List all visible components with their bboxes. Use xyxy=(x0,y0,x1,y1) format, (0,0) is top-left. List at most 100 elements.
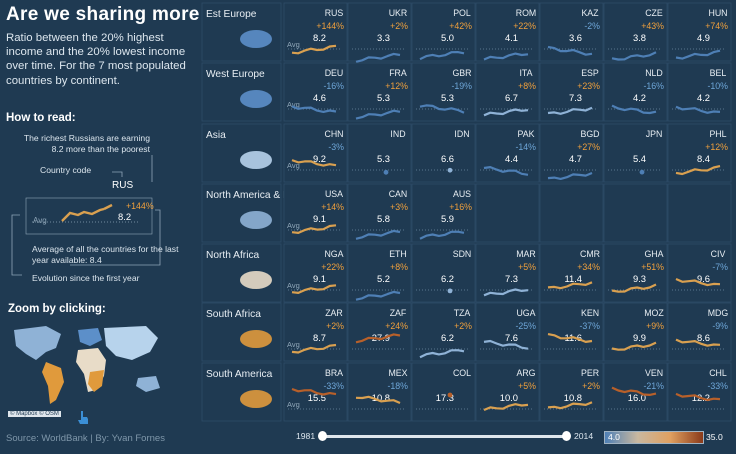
sparkline xyxy=(611,341,657,351)
country-cell[interactable] xyxy=(539,243,604,303)
sparkline xyxy=(291,387,337,396)
average-label: Avg xyxy=(287,281,300,290)
region-panel xyxy=(201,183,282,243)
country-cell[interactable] xyxy=(539,123,604,183)
country-cell[interactable] xyxy=(475,2,540,62)
country-code: NLD xyxy=(645,68,663,78)
country-ratio-value: 6.6 xyxy=(441,153,454,164)
country-cell[interactable] xyxy=(475,362,540,422)
sparkline xyxy=(547,106,593,115)
country-cell[interactable] xyxy=(283,123,348,183)
country-cell[interactable] xyxy=(411,183,476,243)
country-cell[interactable] xyxy=(603,123,668,183)
australia-shape xyxy=(136,376,160,392)
country-change-pct: -7% xyxy=(712,262,728,272)
country-change-pct: +12% xyxy=(705,142,728,152)
country-cell[interactable] xyxy=(347,302,412,362)
slider-end-handle[interactable] xyxy=(562,431,571,441)
country-cell[interactable] xyxy=(539,362,604,422)
country-cell[interactable] xyxy=(603,62,668,122)
legend-example-avg: Avg xyxy=(33,216,47,225)
region-label: South America xyxy=(206,369,273,380)
country-change-pct: +9% xyxy=(646,321,664,331)
region-map-icon[interactable] xyxy=(240,271,272,289)
country-code: VEN xyxy=(645,368,663,378)
country-ratio-value: 4.2 xyxy=(697,92,710,103)
country-ratio-value: 5.0 xyxy=(441,32,454,43)
country-cell[interactable] xyxy=(411,62,476,122)
country-code: ZAR xyxy=(325,308,343,318)
country-change-pct: +23% xyxy=(577,81,600,91)
country-cell[interactable] xyxy=(667,2,732,62)
north-america-shape xyxy=(14,326,61,360)
country-cell[interactable] xyxy=(347,123,412,183)
south-africa-shape xyxy=(88,370,104,392)
sparkline xyxy=(355,109,401,120)
country-code: MAR xyxy=(516,249,536,259)
country-ratio-value: 5.4 xyxy=(633,153,646,164)
sparkline xyxy=(355,290,401,301)
country-cell[interactable] xyxy=(347,243,412,303)
country-cell[interactable] xyxy=(475,123,540,183)
country-ratio-value: 11.4 xyxy=(564,273,582,284)
country-code: UGA xyxy=(516,308,535,318)
country-code: DEU xyxy=(325,68,344,78)
country-cell[interactable] xyxy=(603,302,668,362)
country-cell[interactable] xyxy=(411,302,476,362)
country-code: RUS xyxy=(325,8,344,18)
country-cell[interactable] xyxy=(347,2,412,62)
country-cell[interactable] xyxy=(475,302,540,362)
sparkline xyxy=(291,224,337,234)
country-cell[interactable] xyxy=(539,302,604,362)
sparkline xyxy=(355,229,401,240)
country-cell[interactable] xyxy=(603,243,668,303)
country-code: MEX xyxy=(388,368,407,378)
country-cell[interactable] xyxy=(411,362,476,422)
country-cell[interactable] xyxy=(667,362,732,422)
region-map-icon[interactable] xyxy=(240,330,272,348)
region-map-icon[interactable] xyxy=(240,90,272,108)
region-map-icon[interactable] xyxy=(240,30,272,48)
country-ratio-value: 5.2 xyxy=(377,273,390,284)
sparkline xyxy=(419,230,465,240)
country-cell[interactable] xyxy=(347,62,412,122)
country-cell[interactable] xyxy=(667,243,732,303)
country-cell[interactable] xyxy=(539,62,604,122)
region-panel xyxy=(201,243,282,303)
country-cell[interactable] xyxy=(411,243,476,303)
country-ratio-value: 15.5 xyxy=(308,392,326,403)
country-cell[interactable] xyxy=(283,2,348,62)
map-credit: © Mapbox © OSM xyxy=(8,411,61,417)
region-map-icon[interactable] xyxy=(240,151,272,169)
country-code: GBR xyxy=(452,68,471,78)
sparkline xyxy=(675,105,721,114)
country-change-pct: +2% xyxy=(326,321,344,331)
country-change-pct: +34% xyxy=(577,262,600,272)
country-cell[interactable] xyxy=(667,302,732,362)
world-map[interactable] xyxy=(6,320,166,415)
country-change-pct: -37% xyxy=(579,321,600,331)
how-to-read-heading: How to read: xyxy=(6,112,76,124)
country-cell[interactable] xyxy=(411,123,476,183)
country-cell[interactable] xyxy=(347,183,412,243)
sparkline xyxy=(675,338,721,347)
region-map-icon[interactable] xyxy=(240,211,272,229)
slider-start-handle[interactable] xyxy=(318,431,327,441)
country-change-pct: +22% xyxy=(321,262,344,272)
region-map-icon[interactable] xyxy=(240,390,272,408)
country-code: ETH xyxy=(389,249,407,259)
page-title: Are we sharing more ? xyxy=(6,4,218,25)
country-cell[interactable] xyxy=(347,362,412,422)
year-slider[interactable]: 1981 2014 xyxy=(296,430,596,444)
country-ratio-value: 27.9 xyxy=(372,332,390,343)
sparkline xyxy=(419,50,465,61)
country-cell[interactable] xyxy=(411,2,476,62)
country-code: BGD xyxy=(580,129,599,139)
country-change-pct: +5% xyxy=(518,381,536,391)
country-cell[interactable] xyxy=(603,2,668,62)
country-change-pct: +24% xyxy=(385,321,408,331)
sparkline xyxy=(419,349,465,359)
country-cell[interactable] xyxy=(283,62,348,122)
slider-track[interactable] xyxy=(324,435,564,438)
south-america-shape xyxy=(42,362,64,404)
